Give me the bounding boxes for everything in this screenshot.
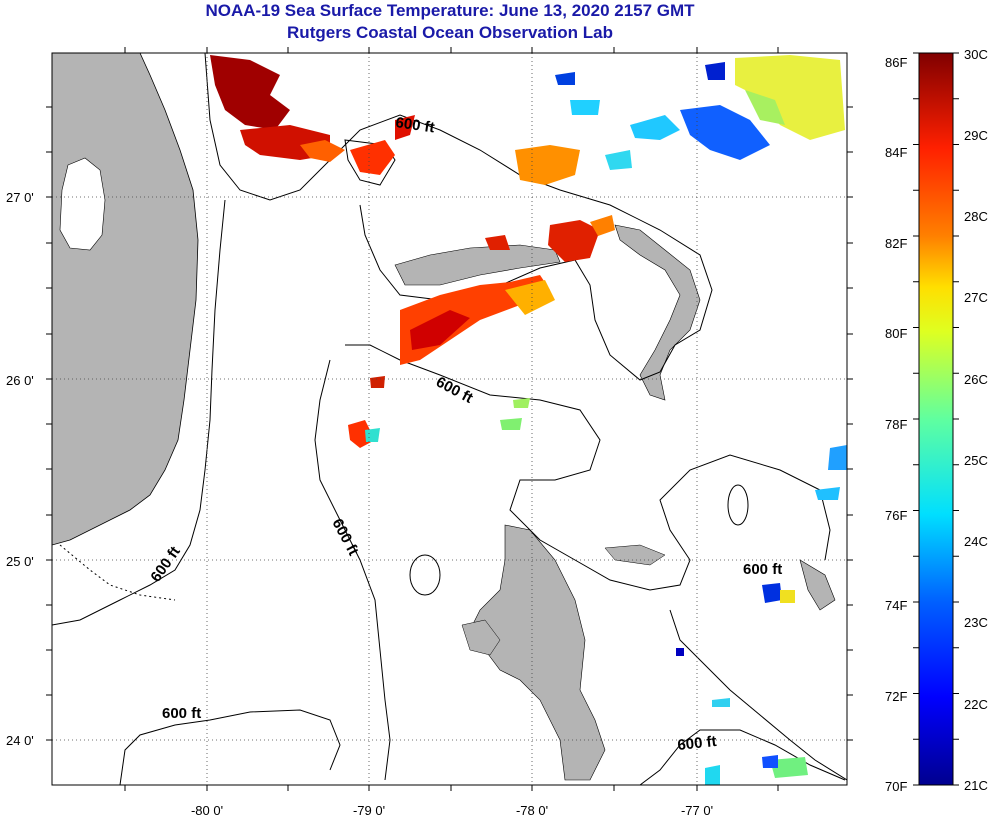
contour-great-bahama-bank [345,344,831,591]
colorbar-c-labels: 30C 29C 28C 27C 26C 25C 24C 23C 22C 21C [964,47,988,793]
cb-c-label: 21C [964,778,988,793]
grand-bahama-island [394,244,561,286]
contour-exuma [669,609,847,781]
contour-label-5: 600 ft [743,561,782,578]
sst-patch-northeast-green [745,90,785,125]
sst-patch-bank-red [548,220,600,262]
cb-f-label: 86F [885,55,907,70]
lat-label-24: 24 0' [6,733,34,748]
lake-okeechobee [59,157,106,251]
sst-patch-green-2 [513,398,530,408]
contour-label-7: 600 ft [677,733,718,754]
sst-patch-central-red [410,310,470,350]
colorbar [918,52,954,786]
sst-patch-bank-north [515,145,580,185]
sst-patch-ne-blue-small [705,62,725,80]
sst-patch-blue-east [762,583,782,603]
contour-label-1: 600 ft [394,114,435,136]
sst-patches [210,55,847,785]
cb-c-label: 24C [964,534,988,549]
cb-c-label: 28C [964,209,988,224]
sst-patch-yellow-east [780,590,795,603]
graticule [52,53,847,785]
map-content: 600 ft 600 ft 600 ft 600 ft 600 ft 600 f… [52,53,847,785]
sst-patch-tongue [350,140,395,175]
sst-patch-mixed-cyan [365,428,380,442]
cb-c-label: 23C [964,615,988,630]
map-title: NOAA-19 Sea Surface Temperature: June 13… [205,1,695,20]
cb-c-label: 22C [964,697,988,712]
contour-islet-1 [409,554,441,596]
axis-ticks [46,47,853,791]
sst-patch-n-cyan [570,100,600,115]
lat-label-25: 25 0' [6,554,34,569]
map-frame [51,52,848,786]
colorbar-ticks [913,52,959,786]
lat-tick-labels: 24 0' 25 0' 26 0' 27 0' [6,190,34,748]
sst-patch-northeast-cyan [630,115,680,140]
sst-patch-ne-cyan-2 [605,150,632,170]
lon-label-78: -78 0' [516,803,548,817]
sst-patch-bank-orange [590,215,615,236]
contour-cay-sal [119,709,341,785]
cb-c-label: 25C [964,453,988,468]
sst-patch-bottom-cyan [705,765,720,785]
cb-c-label: 26C [964,372,988,387]
andros-patch [461,619,501,656]
sst-patch-bank-red-2 [485,235,510,250]
contour-label-6: 600 ft [162,705,201,722]
sst-patch-blue-dot [676,648,684,656]
sst-patch-north-orange [300,140,345,162]
sst-patch-bottom-blue [762,755,778,768]
cb-f-label: 78F [885,417,907,432]
lon-label-79: -79 0' [353,803,385,817]
cb-c-label: 29C [964,128,988,143]
sst-patch-cyan-right-2 [815,487,840,500]
cb-f-label: 70F [885,779,907,794]
sst-patch-north-warm [210,55,290,130]
depth-contours [52,53,847,785]
lon-label-77: -77 0' [681,803,713,817]
sst-patch-cyan-dot [712,698,730,707]
sst-patch-red-dot [370,376,385,388]
sst-patch-tongue-2 [395,115,415,140]
map-subtitle: Rutgers Coastal Ocean Observation Lab [287,23,613,42]
cb-f-label: 80F [885,326,907,341]
lat-label-26: 26 0' [6,373,34,388]
sst-patch-northeast-yellow [735,55,845,140]
sst-patch-central-ye [505,280,555,315]
lon-tick-labels: -80 0' -79 0' -78 0' -77 0' [191,803,713,817]
cb-f-label: 72F [885,689,907,704]
contour-florida-shelf [52,199,226,626]
eleuthera-island [799,559,836,611]
andros-island [469,524,606,781]
sst-patch-n-blue [555,72,575,85]
cb-f-label: 84F [885,145,907,160]
cb-f-label: 74F [885,598,907,613]
cb-f-label: 76F [885,508,907,523]
cb-f-label: 82F [885,236,907,251]
cb-c-label: 30C [964,47,988,62]
florida-keys [59,544,176,601]
sst-patch-northeast-blue [680,105,770,160]
lat-label-27: 27 0' [6,190,34,205]
sst-patch-green-small [500,418,522,430]
sst-patch-cyan-right [828,445,847,470]
abaco-island [614,224,701,401]
lon-label-80: -80 0' [191,803,223,817]
cb-c-label: 27C [964,290,988,305]
sst-patch-bottom-green [770,757,808,778]
contour-islet-2 [727,484,749,526]
colorbar-f-labels: 86F 84F 82F 80F 78F 76F 74F 72F 70F [885,55,907,794]
